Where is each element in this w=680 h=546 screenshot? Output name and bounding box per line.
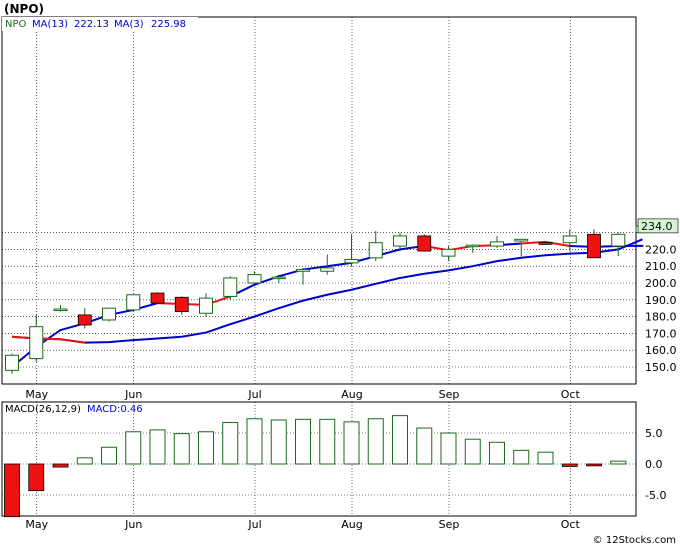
macd-bar <box>52 463 69 468</box>
macd-tick-label: 5.0 <box>645 427 663 440</box>
macd-bar <box>440 432 457 465</box>
last-price-label: 234.0 <box>641 220 673 233</box>
macd-tick-label: 0.0 <box>645 458 663 471</box>
candle-body-up <box>368 242 383 259</box>
price-tick-label: 180.0 <box>645 311 677 324</box>
candle-body-up <box>490 241 504 247</box>
candle-body-down <box>417 235 432 252</box>
macd-month-label: May <box>25 518 48 531</box>
macd-bars-layer <box>4 415 627 518</box>
macd-bar <box>392 415 408 465</box>
legend-ma3-value: 225.98 <box>151 19 186 30</box>
candle-body-up <box>320 267 335 272</box>
macd-bar <box>537 451 554 465</box>
candle-body-up <box>562 235 577 244</box>
macd-tick-label: -5.0 <box>645 489 666 502</box>
candle-body-down <box>150 292 165 304</box>
ma-fast-segment <box>520 240 547 245</box>
price-tick-label: 220.0 <box>645 243 677 256</box>
candle-body-up <box>296 269 310 272</box>
candle-body-up <box>53 308 68 312</box>
price-panel-frame <box>1 16 637 385</box>
macd-bar <box>586 463 602 467</box>
candle-body-up <box>441 248 456 257</box>
candle-body-up <box>199 297 213 314</box>
macd-month-label: Jun <box>124 518 142 531</box>
ma-fast-segment <box>302 265 329 271</box>
macd-bar <box>173 433 190 465</box>
macd-bar <box>270 419 287 465</box>
axis-labels-layer: 150.0 160.0 170.0 180.0 190.0 200.0 210.0 220.0… <box>25 218 679 531</box>
macd-bar <box>198 431 214 465</box>
macd-bar <box>28 463 45 492</box>
macd-month-label: Jul <box>247 518 261 531</box>
macd-bar <box>125 431 142 465</box>
candle-body-up <box>344 258 359 264</box>
candle-body-up <box>393 235 407 247</box>
legend-symbol: NPO <box>5 19 27 30</box>
price-tick-label: 150.0 <box>645 361 677 374</box>
ma-slow-line <box>11 238 643 344</box>
macd-bar <box>464 438 481 465</box>
macd-bar <box>76 457 93 465</box>
legend-ma13-label: MA(13) <box>32 19 68 30</box>
price-month-label: Jul <box>247 388 261 401</box>
price-legend-box <box>2 17 198 31</box>
macd-bar <box>4 463 20 518</box>
macd-bar <box>222 421 239 465</box>
price-month-label: Sep <box>439 388 460 401</box>
macd-bar <box>246 418 263 465</box>
macd-bar <box>513 449 530 465</box>
candle-body-up <box>5 354 19 371</box>
candle-body-down <box>587 233 601 259</box>
candle-body-up <box>611 233 626 247</box>
ma-slow-red-segment <box>11 335 85 344</box>
candlestick-layer <box>5 222 650 374</box>
candle-body-up <box>247 274 262 284</box>
macd-bar <box>343 421 360 465</box>
macd-bar <box>416 427 433 465</box>
candle-body-up <box>29 326 44 360</box>
macd-bar <box>610 460 627 465</box>
price-month-label: Jun <box>124 388 142 401</box>
macd-bar <box>149 429 166 465</box>
legend-ma3-label: MA(3) <box>114 19 144 30</box>
price-month-label: May <box>25 388 48 401</box>
candle-body-up <box>126 294 141 311</box>
candle-body-up <box>223 277 238 297</box>
candle-body-up <box>465 244 480 248</box>
candle-body-up <box>102 307 116 321</box>
macd-bar <box>101 446 117 465</box>
legend-ma13-value: 222.13 <box>74 19 109 30</box>
watermark: © 12Stocks.com <box>593 535 676 546</box>
macd-month-label: Sep <box>439 518 460 531</box>
macd-bar <box>295 418 311 465</box>
price-tick-label: 210.0 <box>645 260 677 273</box>
candle-body-up <box>271 276 286 280</box>
macd-bar <box>319 418 336 465</box>
price-tick-label: 190.0 <box>645 294 677 307</box>
price-month-label: Oct <box>561 388 581 401</box>
macd-legend-value: MACD:0.46 <box>87 404 143 415</box>
macd-panel-frame <box>1 401 637 517</box>
price-tick-label: 170.0 <box>645 327 677 340</box>
price-tick-label: 160.0 <box>645 344 677 357</box>
macd-bar <box>367 418 384 465</box>
candle-body-up <box>514 238 529 242</box>
chart-title: (NPO) <box>4 2 44 16</box>
macd-bar <box>561 463 578 467</box>
last-price-tag <box>637 218 679 234</box>
macd-month-label: Oct <box>561 518 581 531</box>
price-month-label: Aug <box>341 388 362 401</box>
ma-fast-segment <box>326 261 353 268</box>
price-tick-label: 200.0 <box>645 277 677 290</box>
candle-body-down <box>174 296 189 312</box>
macd-bar <box>489 441 505 465</box>
macd-legend-label: MACD(26,12,9) <box>5 404 81 415</box>
candle-body-down <box>538 242 553 245</box>
candle-body-down <box>77 314 92 326</box>
macd-month-label: Aug <box>341 518 362 531</box>
